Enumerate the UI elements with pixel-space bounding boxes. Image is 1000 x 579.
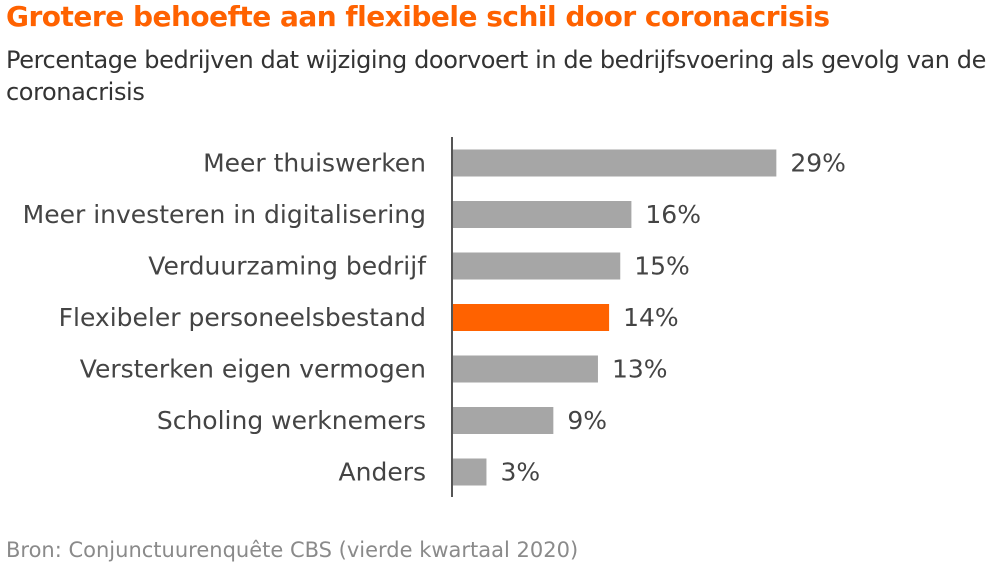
value-label-anders: 3%: [500, 458, 540, 487]
bar-versterken-eigen-vermogen: [453, 355, 598, 383]
value-label-flexibeler-personeelsbestand: 14%: [623, 303, 679, 332]
value-label-verduurzaming-bedrijf: 15%: [634, 252, 690, 281]
bar-verduurzaming-bedrijf: [453, 252, 621, 280]
category-label-versterken-eigen-vermogen: Versterken eigen vermogen: [80, 355, 426, 384]
value-label-meer-investeren-in-digitalisering: 16%: [645, 200, 701, 229]
bar-anders: [453, 458, 487, 486]
category-label-meer-thuiswerken: Meer thuiswerken: [203, 149, 426, 178]
chart-title: Grotere behoefte aan flexibele schil doo…: [6, 0, 830, 33]
bars-group: Meer thuiswerken 29% Meer investeren in di…: [23, 149, 846, 487]
chart-subtitle: Percentage bedrijven dat wijziging doorv…: [6, 46, 986, 106]
value-label-scholing-werknemers: 9%: [567, 406, 607, 435]
bar-meer-investeren-in-digitalisering: [453, 201, 632, 228]
category-label-scholing-werknemers: Scholing werknemers: [157, 406, 426, 435]
source-note: Bron: Conjunctuurenquête CBS (vierde kwa…: [6, 538, 579, 562]
category-label-anders: Anders: [339, 458, 427, 487]
category-label-verduurzaming-bedrijf: Verduurzaming bedrijf: [148, 252, 427, 281]
bar-flexibeler-personeelsbestand: [453, 304, 610, 331]
value-label-meer-thuiswerken: 29%: [790, 149, 846, 178]
category-label-meer-investeren-in-digitalisering: Meer investeren in digitalisering: [23, 200, 426, 229]
bar-meer-thuiswerken: [453, 149, 777, 177]
bar-scholing-werknemers: [453, 407, 554, 434]
category-label-flexibeler-personeelsbestand: Flexibeler personeelsbestand: [59, 303, 426, 332]
value-label-versterken-eigen-vermogen: 13%: [612, 355, 668, 384]
